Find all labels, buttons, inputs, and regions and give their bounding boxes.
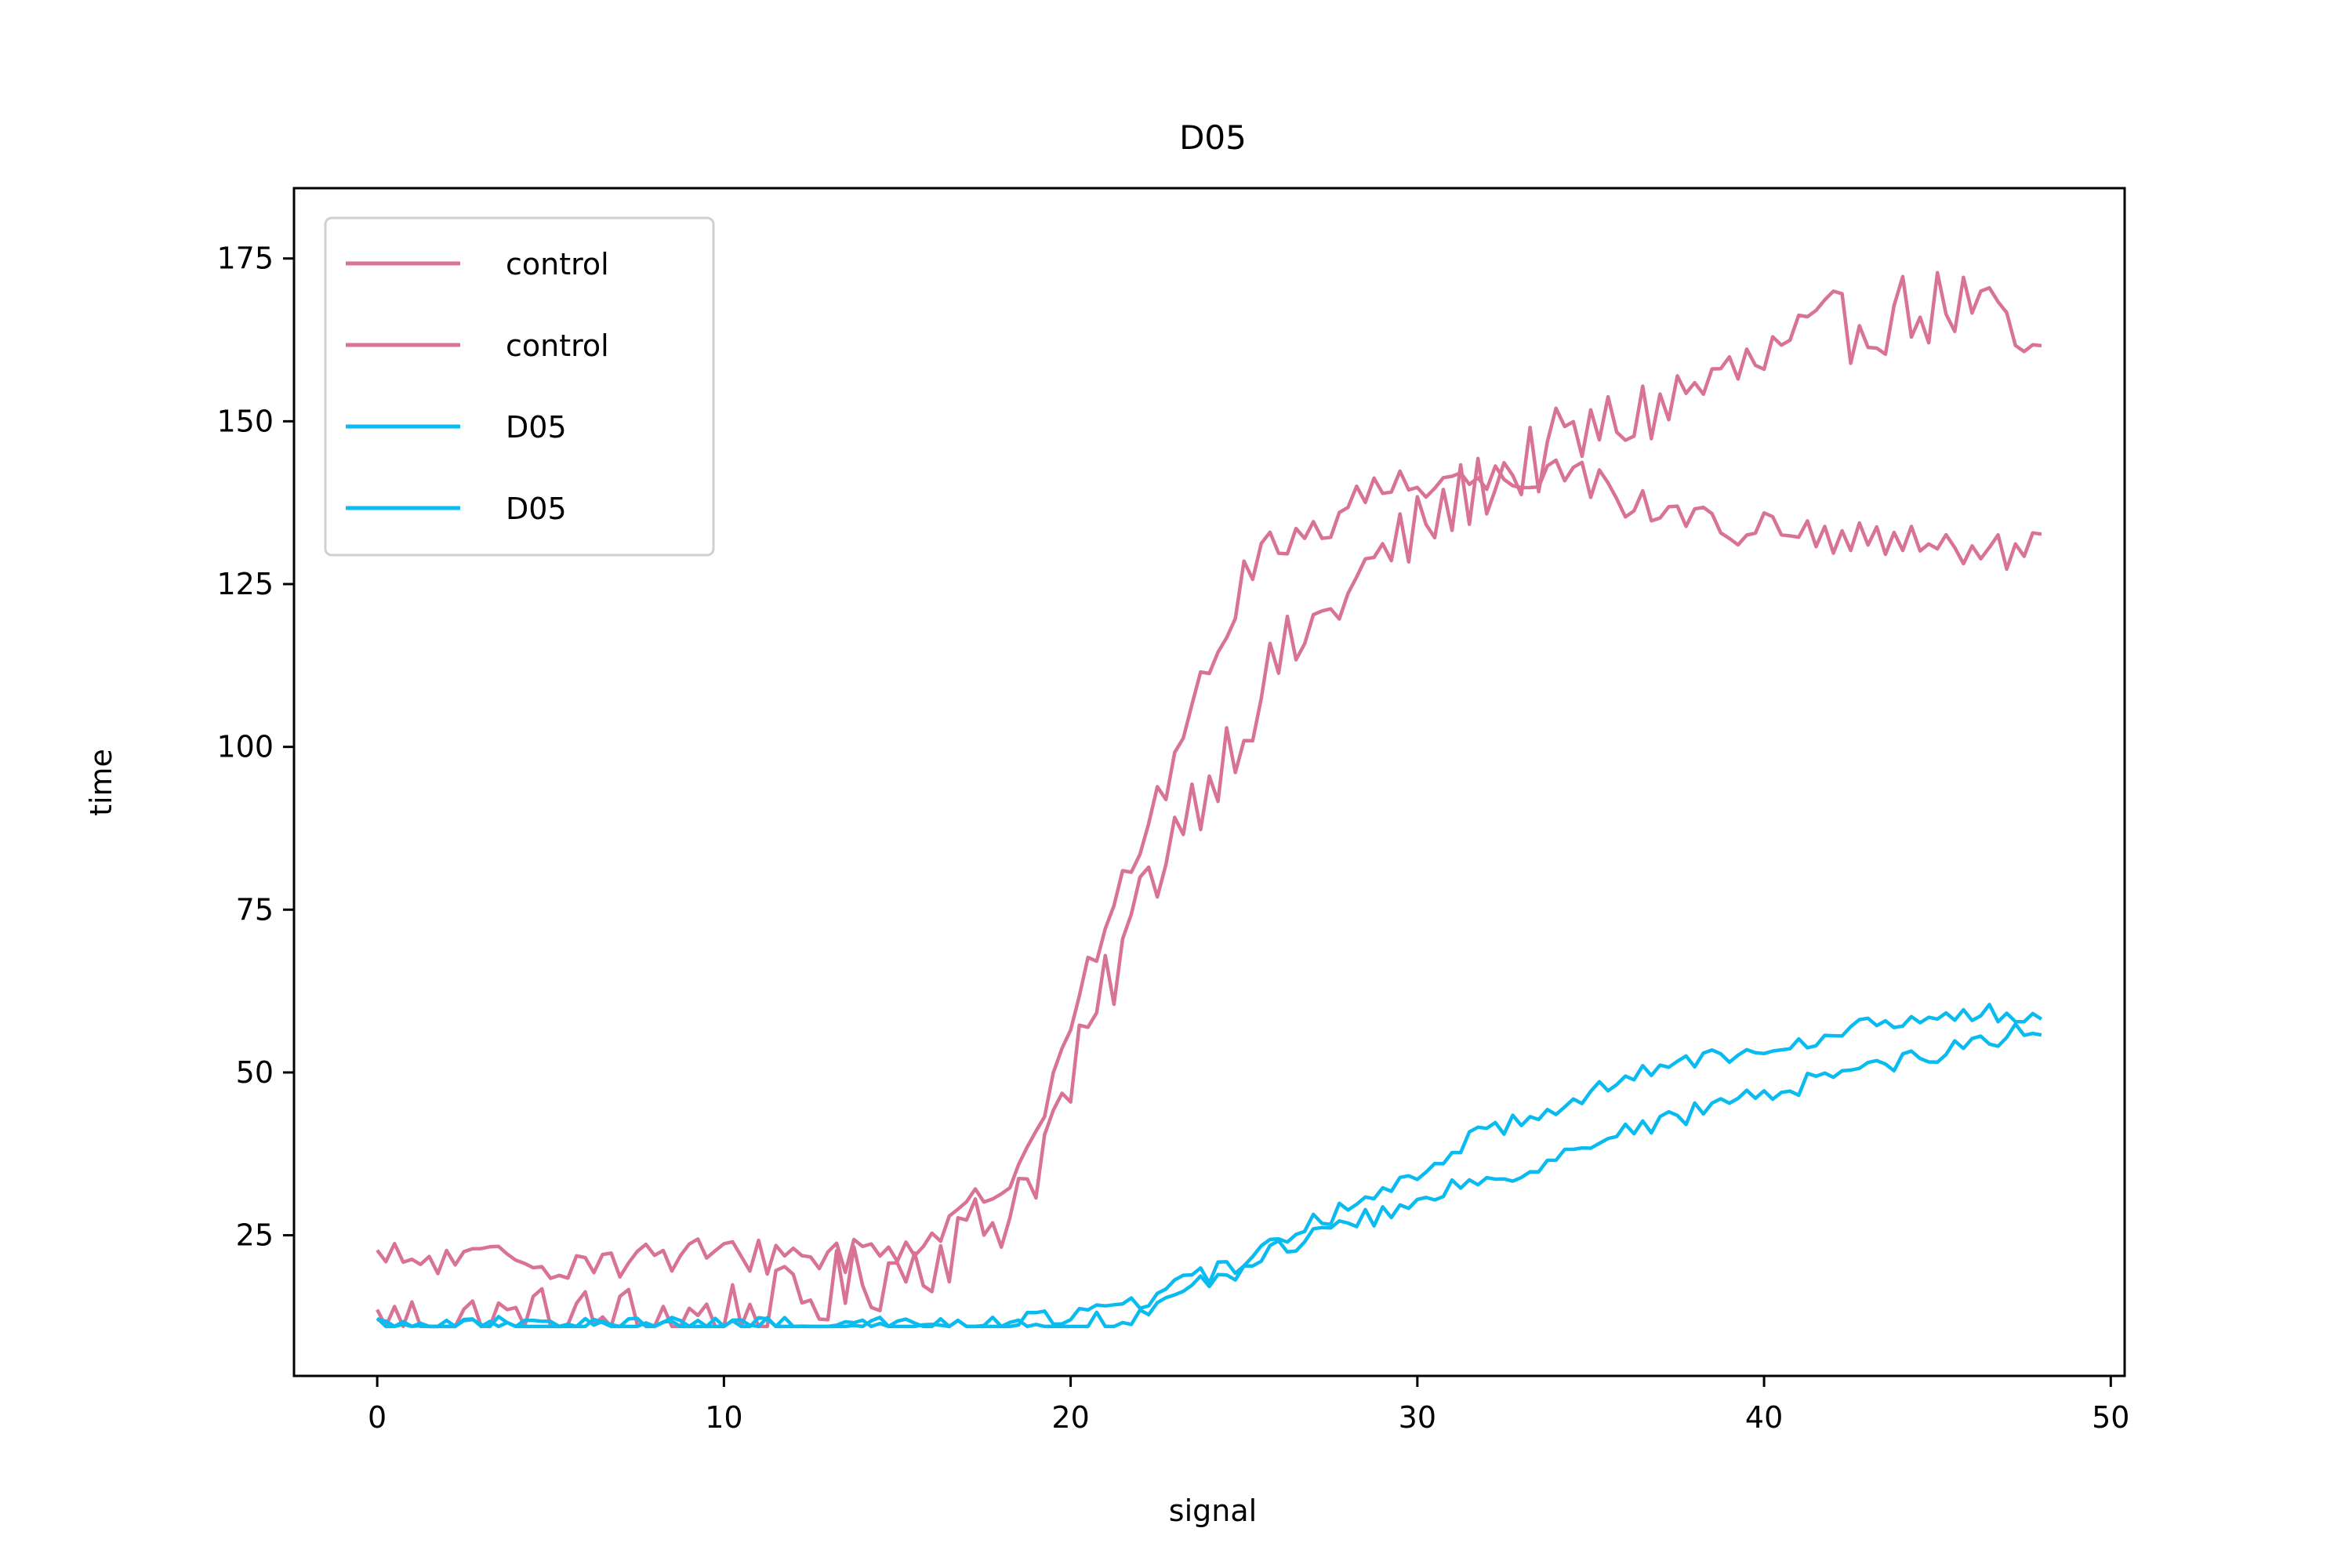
series-line <box>376 458 2042 1280</box>
y-tick-label: 150 <box>216 404 274 438</box>
x-axis: 0 10 20 30 40 50 <box>368 1376 2129 1435</box>
y-tick-label: 175 <box>216 241 274 276</box>
y-tick-label: 25 <box>236 1218 274 1253</box>
x-tick-label: 20 <box>1051 1400 1089 1435</box>
x-tick-label: 10 <box>705 1400 742 1435</box>
x-tick-label: 30 <box>1399 1400 1436 1435</box>
chart-title: D05 <box>1179 118 1247 157</box>
legend-label: D05 <box>506 410 567 445</box>
y-tick-label: 100 <box>216 730 274 764</box>
x-tick-label: 40 <box>1745 1400 1783 1435</box>
legend: control control D05 D05 <box>324 216 715 557</box>
x-axis-label: signal <box>1169 1494 1257 1528</box>
y-axis-label: time <box>84 749 118 816</box>
x-tick-label: 50 <box>2092 1400 2129 1435</box>
legend-label: D05 <box>506 492 567 526</box>
axes-frame <box>292 187 2126 1377</box>
y-tick-label: 50 <box>236 1055 274 1090</box>
series-line <box>376 1003 2043 1329</box>
legend-label: control <box>506 328 609 363</box>
plot-area <box>376 270 2043 1329</box>
legend-label: control <box>506 247 609 281</box>
y-axis: 25 50 75 100 125 150 175 <box>216 241 294 1253</box>
y-tick-label: 125 <box>216 567 274 601</box>
y-tick-label: 75 <box>236 892 274 927</box>
x-tick-label: 0 <box>368 1400 387 1435</box>
legend-box <box>324 216 715 557</box>
